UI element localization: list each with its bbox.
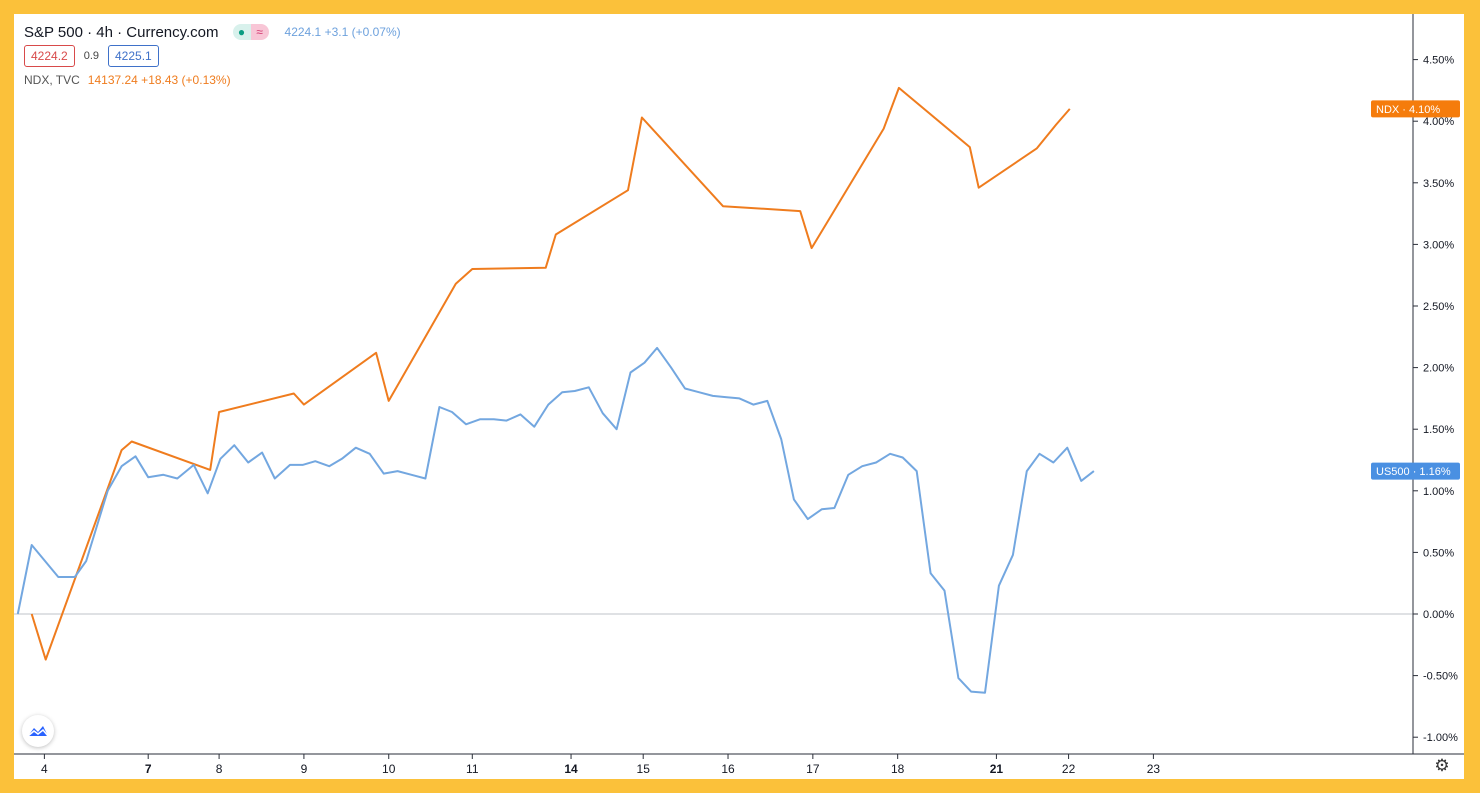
x-tick-label: 11: [466, 762, 479, 776]
y-tick-label: 4.00%: [1423, 116, 1454, 128]
axis-tag-label-us500: US500 · 1.16%: [1376, 466, 1451, 478]
chart-frame: 4.50% 4.00% 3.50% 3.00% 2.50% 2.00% 1.50% 1.00%…: [14, 14, 1464, 779]
tradingview-logo-icon[interactable]: [22, 715, 54, 747]
sell-price-box[interactable]: 4224.2: [24, 45, 75, 67]
y-tick-label: 1.00%: [1423, 486, 1454, 498]
y-tick-label: 2.00%: [1423, 363, 1454, 375]
market-open-icon: ●: [232, 24, 251, 40]
axis-tag-us500: [1371, 462, 1460, 480]
compare-symbol-name: NDX, TVC: [24, 73, 80, 87]
chart-legend: S&P 500 · 4h · Currency.com ● ≈ 4224.1 +…: [24, 20, 401, 92]
price-axis: 4.50% 4.00% 3.50% 3.00% 2.50% 2.00% 1.50% 1.00%…: [1371, 14, 1460, 754]
symbol-title[interactable]: S&P 500 · 4h · Currency.com: [24, 23, 219, 41]
x-tick-label: 18: [891, 762, 905, 776]
x-tick-label: 8: [216, 762, 223, 776]
chart-canvas[interactable]: 4.50% 4.00% 3.50% 3.00% 2.50% 2.00% 1.50% 1.00%…: [14, 14, 1464, 779]
logo-glyph: [27, 726, 49, 737]
gear-icon[interactable]: ⚙: [1434, 756, 1450, 775]
legend-bidask-row: 4224.2 0.9 4225.1: [24, 44, 401, 68]
plot-area: [14, 86, 1413, 694]
legend-main-row: S&P 500 · 4h · Currency.com ● ≈ 4224.1 +…: [24, 20, 401, 44]
x-tick-label: 17: [806, 762, 820, 776]
y-tick-label: -1.00%: [1423, 732, 1458, 744]
delayed-data-icon: ≈: [250, 24, 269, 40]
x-tick-label: 16: [721, 762, 735, 776]
compare-symbol-value: 14137.24 +18.43 (+0.13%): [87, 73, 231, 87]
series-line-us500: [16, 346, 1095, 694]
y-tick-label: -0.50%: [1423, 671, 1458, 683]
series-line-ndx: [30, 86, 1071, 661]
axis-tag-label-ndx: NDX · 4.10%: [1376, 104, 1440, 116]
spread-value: 0.9: [83, 50, 99, 62]
legend-compare-row[interactable]: NDX, TVC 14137.24 +18.43 (+0.13%): [24, 68, 401, 92]
y-tick-label: 0.50%: [1423, 547, 1454, 559]
x-tick-label: 15: [637, 762, 651, 776]
y-tick-label: 0.00%: [1423, 609, 1454, 621]
x-tick-label: 21: [990, 762, 1004, 776]
y-tick-label: 3.50%: [1423, 178, 1454, 190]
x-tick-label: 7: [145, 762, 152, 776]
x-tick-label: 10: [382, 762, 396, 776]
buy-price-box[interactable]: 4225.1: [108, 45, 159, 67]
x-tick-label: 14: [564, 762, 578, 776]
x-tick-label: 4: [41, 762, 48, 776]
y-tick-label: 4.50%: [1423, 55, 1454, 67]
x-tick-label: 9: [301, 762, 308, 776]
y-tick-label: 3.00%: [1423, 239, 1454, 251]
y-tick-label: 1.50%: [1423, 424, 1454, 436]
x-tick-label: 22: [1062, 762, 1076, 776]
axis-tag-ndx: [1371, 100, 1460, 118]
y-tick-label: 2.50%: [1423, 301, 1454, 313]
time-axis: 4 7 8 9 10 11 14 15 16 17 18 21 22 23: [14, 753, 1464, 776]
x-tick-label: 23: [1147, 762, 1161, 776]
last-price-change: 4224.1 +3.1 (+0.07%): [284, 25, 401, 39]
market-status-badge[interactable]: ● ≈: [232, 24, 269, 40]
